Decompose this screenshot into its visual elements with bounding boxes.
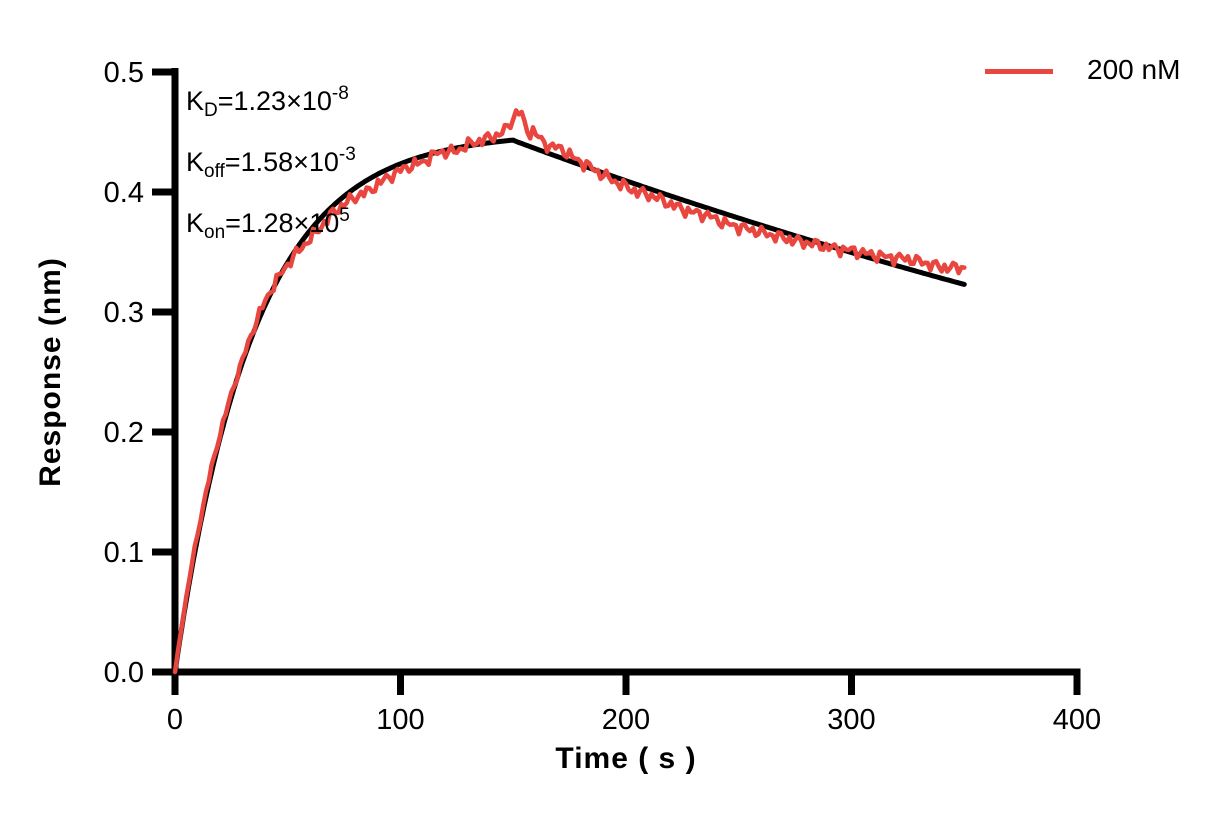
y-tick-label: 0.1 [104, 537, 144, 569]
koff-annotation-line: Koff=1.58×10-3 [186, 144, 356, 182]
legend: 200 nM [985, 54, 1180, 86]
x-tick-label: 200 [602, 704, 650, 736]
y-tick-label: 0.5 [104, 57, 144, 89]
x-axis-title: Time ( s ) [555, 742, 696, 775]
kd-annotation-line: KD=1.23×10-8 [186, 83, 349, 121]
kinetics-annotation: KD=1.23×10-8 Koff=1.58×10-3 Kon=1.28×105 [186, 72, 356, 255]
y-tick-label: 0.3 [104, 297, 144, 329]
legend-line-swatch [985, 68, 1053, 74]
x-tick-label: 400 [1053, 704, 1101, 736]
legend-label: 200 nM [1087, 54, 1181, 85]
x-tick-labels: 0 100 200 300 400 [167, 704, 1101, 736]
kon-subscript: on [204, 222, 226, 243]
kd-exponent: -8 [331, 83, 349, 104]
y-tick-label: 0.4 [104, 177, 144, 209]
y-tick-label: 0.0 [104, 657, 144, 689]
kon-exponent: 5 [339, 205, 350, 226]
y-tick-labels: 0.0 0.1 0.2 0.3 0.4 0.5 [104, 57, 144, 689]
y-tick-label: 0.2 [104, 417, 144, 449]
y-axis-title: Response (nm) [34, 257, 67, 487]
measured-curve [172, 108, 967, 675]
x-tick-label: 100 [376, 704, 424, 736]
koff-subscript: off [204, 161, 225, 182]
x-tick-marks [171, 672, 1081, 695]
y-tick-marks [152, 68, 175, 676]
x-tick-label: 0 [167, 704, 183, 736]
kon-annotation-line: Kon=1.28×105 [186, 205, 350, 243]
koff-exponent: -3 [338, 144, 356, 165]
x-tick-label: 300 [827, 704, 875, 736]
kd-subscript: D [204, 100, 218, 121]
